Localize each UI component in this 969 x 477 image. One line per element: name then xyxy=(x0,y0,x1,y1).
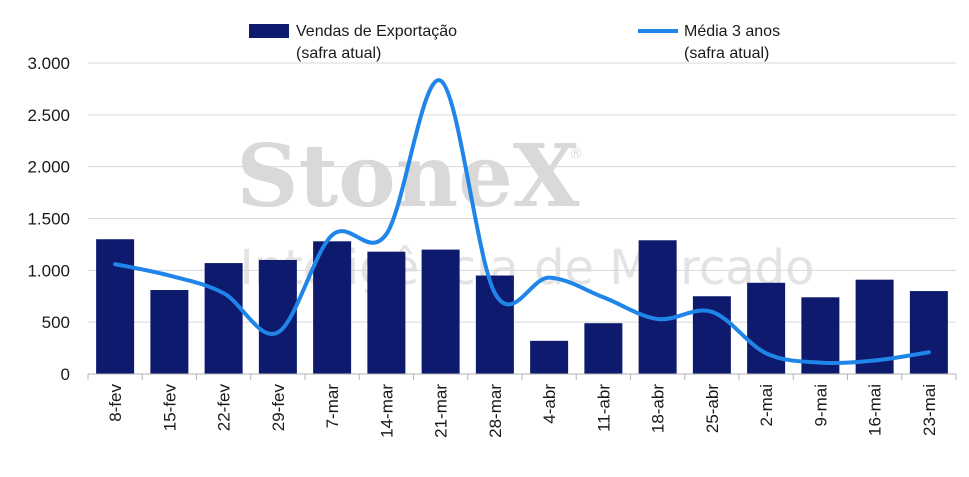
legend-line-label-line2: (safra atual) xyxy=(684,45,769,62)
x-tick-label: 25-abr xyxy=(703,384,722,433)
y-tick-label: 2.000 xyxy=(27,158,70,177)
y-tick-label: 2.500 xyxy=(27,106,70,125)
x-tick-label: 16-mai xyxy=(866,384,885,436)
bar xyxy=(150,290,189,374)
y-tick-label: 0 xyxy=(61,365,70,384)
legend-bar-label-line2: (safra atual) xyxy=(296,45,381,62)
x-tick-label: 18-abr xyxy=(649,384,668,433)
x-tick-label: 2-mai xyxy=(757,384,776,427)
x-axis-ticks: 8-fev 15-fev 22-fev 29-fev 7-mar 14-mar 21-mar… xyxy=(106,384,939,438)
legend-bar-swatch xyxy=(249,24,289,38)
bar xyxy=(96,239,135,374)
bar xyxy=(421,249,460,374)
line-path xyxy=(113,78,931,366)
x-tick-label: 8-fev xyxy=(106,384,125,422)
bar xyxy=(313,241,352,374)
y-tick-label: 1.500 xyxy=(27,210,70,229)
x-axis xyxy=(87,373,957,380)
bar xyxy=(747,282,786,374)
x-tick-label: 4-abr xyxy=(540,384,559,424)
x-tick-label: 7-mar xyxy=(323,384,342,429)
y-tick-label: 1.000 xyxy=(27,261,70,280)
legend-bar-label-line1: Vendas de Exportação xyxy=(296,23,457,40)
bar xyxy=(692,296,731,374)
y-tick-label: 500 xyxy=(42,313,70,332)
bar xyxy=(638,240,677,374)
y-axis-ticks: 0 500 1.000 1.500 2.000 2.500 3.000 xyxy=(27,54,70,384)
x-tick-label: 22-fev xyxy=(215,384,234,432)
x-tick-label: 21-mar xyxy=(432,384,451,438)
x-tick-label: 11-abr xyxy=(594,384,613,432)
x-tick-label: 23-mai xyxy=(920,384,939,436)
x-tick-label: 29-fev xyxy=(269,384,288,432)
x-tick-label: 9-mai xyxy=(811,384,830,427)
bar xyxy=(530,340,569,374)
watermark-brand: StoneX xyxy=(236,126,579,227)
x-tick-label: 28-mar xyxy=(486,384,505,438)
bar xyxy=(367,251,406,374)
x-tick-label: 15-fev xyxy=(160,384,179,432)
line-series xyxy=(113,78,931,366)
y-tick-label: 3.000 xyxy=(27,54,70,73)
legend: Vendas de Exportação (safra atual) Média… xyxy=(249,23,780,62)
bar xyxy=(909,291,948,374)
legend-line-label-line1: Média 3 anos xyxy=(684,23,780,40)
x-tick-label: 14-mar xyxy=(377,384,396,438)
bar xyxy=(204,263,243,374)
watermark-registered-mark: ® xyxy=(569,146,583,162)
bar xyxy=(584,323,623,374)
